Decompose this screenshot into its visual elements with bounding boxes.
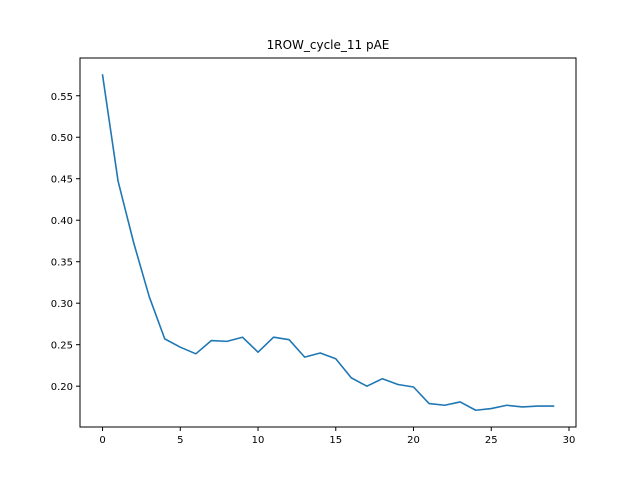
y-tick-label: 0.40: [51, 216, 73, 227]
ticks-layer: 0 5 10 15 20 25 30 0.20 0.25 0.30 0.35 0.40 0.45 0.50…: [51, 92, 576, 446]
y-tick-label: 0.55: [51, 92, 73, 103]
plot-frame: [80, 58, 576, 427]
y-tick-label: 0.25: [51, 341, 73, 352]
x-tick-label: 10: [252, 435, 265, 446]
y-tick-label: 0.30: [51, 299, 73, 310]
y-tick-label: 0.20: [51, 382, 73, 393]
series-layer: [103, 75, 554, 410]
series-line: [103, 75, 554, 410]
x-tick-label: 5: [177, 435, 183, 446]
x-tick-label: 20: [407, 435, 420, 446]
y-tick-label: 0.50: [51, 133, 73, 144]
x-tick-label: 15: [329, 435, 342, 446]
y-tick-label: 0.45: [51, 175, 73, 186]
x-tick-label: 30: [563, 435, 576, 446]
y-tick-label: 0.35: [51, 258, 73, 269]
x-tick-label: 25: [485, 435, 498, 446]
x-tick-label: 0: [99, 435, 105, 446]
chart-title: 1ROW_cycle_11 pAE: [267, 38, 390, 52]
